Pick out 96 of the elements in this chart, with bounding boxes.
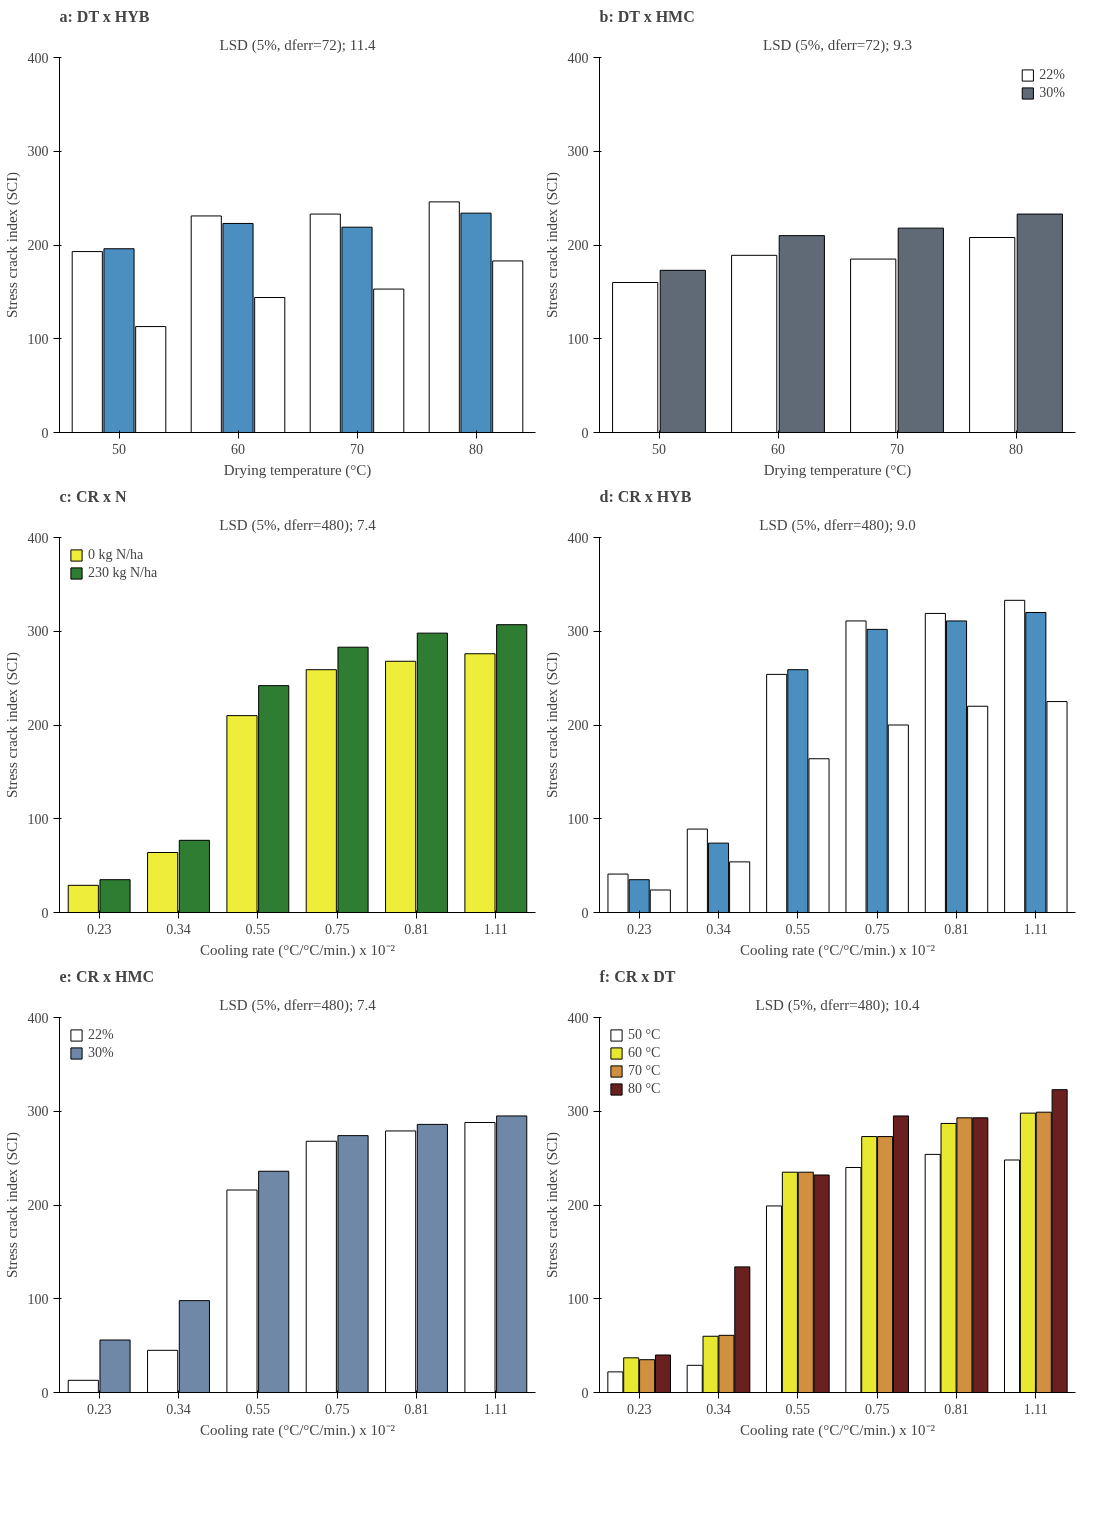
chart-subtitle: LSD (5%, dferr=480); 10.4 — [755, 996, 920, 1014]
chart-subtitle: LSD (5%, dferr=72); 11.4 — [219, 36, 376, 54]
x-tick-label: 0.81 — [404, 1401, 429, 1417]
x-tick-label: 0.34 — [166, 1401, 191, 1417]
x-tick-label: 0.75 — [324, 921, 350, 937]
chart-title: f: CR x DT — [599, 967, 676, 985]
x-tick-label: 80 — [1009, 441, 1023, 457]
chart-subtitle: LSD (5%, dferr=480); 7.4 — [219, 996, 377, 1014]
x-tick-label: 50 — [112, 441, 126, 457]
y-tick-label: 100 — [27, 331, 49, 347]
x-axis-title: Drying temperature (°C) — [763, 461, 912, 479]
x-tick-label: 0.55 — [785, 921, 811, 937]
chart-title: b: DT x HMC — [599, 7, 695, 25]
legend-label: 80 °C — [628, 1081, 661, 1097]
x-tick-label: 60 — [231, 441, 245, 457]
x-tick-label: 0.75 — [324, 1401, 350, 1417]
y-tick-label: 200 — [27, 1198, 49, 1213]
y-tick-label: 300 — [27, 1104, 49, 1120]
y-tick-label: 0 — [41, 425, 49, 441]
x-tick-label: 1.11 — [1023, 1401, 1048, 1417]
x-tick-label: 60 — [771, 441, 785, 457]
x-tick-label: 80 — [469, 441, 483, 457]
legend-label: 50 °C — [628, 1027, 661, 1043]
y-tick-label: 0 — [41, 1385, 49, 1401]
legend-label: 22% — [1039, 67, 1065, 83]
y-axis-title: Stress crack index (SCI) — [543, 1131, 561, 1279]
y-tick-label: 100 — [567, 1291, 589, 1307]
y-tick-label: 400 — [27, 1010, 49, 1026]
y-tick-label: 400 — [27, 530, 49, 546]
x-tick-label: 0.75 — [864, 921, 890, 937]
x-tick-label: 0.75 — [864, 1401, 890, 1417]
legend-label: 30% — [88, 1045, 114, 1061]
x-axis-title: Cooling rate (°C/°C/min.) x 10⁻² — [739, 941, 936, 959]
y-tick-label: 100 — [27, 1291, 49, 1307]
y-tick-label: 300 — [27, 144, 49, 160]
y-tick-label: 400 — [567, 530, 589, 546]
x-tick-label: 0.81 — [944, 921, 969, 937]
y-tick-label: 200 — [567, 1198, 589, 1213]
y-tick-label: 300 — [27, 624, 49, 640]
x-axis-title: Cooling rate (°C/°C/min.) x 10⁻² — [199, 1421, 396, 1439]
legend-label: 0 kg N/ha — [88, 547, 144, 563]
y-tick-label: 0 — [581, 1385, 589, 1401]
x-tick-label: 0.81 — [944, 1401, 969, 1417]
chart-title: e: CR x HMC — [59, 967, 155, 985]
y-axis-title: Stress crack index (SCI) — [3, 1131, 21, 1279]
x-tick-label: 1.11 — [483, 921, 508, 937]
y-tick-label: 400 — [567, 1010, 589, 1026]
x-tick-label: 0.23 — [86, 1401, 112, 1417]
y-axis-title: Stress crack index (SCI) — [543, 651, 561, 799]
y-tick-label: 300 — [567, 1104, 589, 1120]
y-tick-label: 100 — [27, 811, 49, 827]
x-tick-label: 70 — [350, 441, 364, 457]
legend-label: 60 °C — [628, 1045, 661, 1061]
x-tick-label: 0.23 — [86, 921, 112, 937]
y-tick-label: 200 — [27, 238, 49, 253]
x-tick-label: 1.11 — [483, 1401, 508, 1417]
x-axis-title: Drying temperature (°C) — [223, 461, 372, 479]
chart-subtitle: LSD (5%, dferr=480); 7.4 — [219, 516, 377, 534]
y-tick-label: 300 — [567, 624, 589, 640]
y-tick-label: 0 — [41, 905, 49, 921]
x-tick-label: 0.55 — [245, 1401, 271, 1417]
y-tick-label: 300 — [567, 144, 589, 160]
y-axis-title: Stress crack index (SCI) — [3, 171, 21, 319]
legend-label: 70 °C — [628, 1063, 661, 1079]
x-axis-title: Cooling rate (°C/°C/min.) x 10⁻² — [739, 1421, 936, 1439]
x-tick-label: 0.55 — [785, 1401, 811, 1417]
x-tick-label: 0.34 — [706, 1401, 731, 1417]
chart-title: c: CR x N — [59, 487, 128, 505]
x-tick-label: 0.23 — [626, 921, 652, 937]
x-tick-label: 0.34 — [706, 921, 731, 937]
x-tick-label: 1.11 — [1023, 921, 1048, 937]
y-tick-label: 100 — [567, 811, 589, 827]
x-tick-label: 0.55 — [245, 921, 271, 937]
legend-label: 22% — [88, 1027, 114, 1043]
x-tick-label: 70 — [890, 441, 904, 457]
y-tick-label: 200 — [567, 238, 589, 253]
y-axis-title: Stress crack index (SCI) — [3, 651, 21, 799]
chart-subtitle: LSD (5%, dferr=72); 9.3 — [763, 36, 912, 54]
y-tick-label: 200 — [27, 718, 49, 733]
legend-label: 30% — [1039, 85, 1065, 101]
y-axis-title: Stress crack index (SCI) — [543, 171, 561, 319]
y-tick-label: 200 — [567, 718, 589, 733]
chart-title: a: DT x HYB — [59, 7, 150, 25]
y-tick-label: 400 — [567, 50, 589, 66]
x-tick-label: 0.23 — [626, 1401, 652, 1417]
chart-title: d: CR x HYB — [599, 487, 692, 505]
y-tick-label: 0 — [581, 425, 589, 441]
y-tick-label: 100 — [567, 331, 589, 347]
x-axis-title: Cooling rate (°C/°C/min.) x 10⁻² — [199, 941, 396, 959]
y-tick-label: 0 — [581, 905, 589, 921]
legend-label: 230 kg N/ha — [88, 565, 158, 581]
x-tick-label: 0.34 — [166, 921, 191, 937]
y-tick-label: 400 — [27, 50, 49, 66]
x-tick-label: 0.81 — [404, 921, 429, 937]
x-tick-label: 50 — [652, 441, 666, 457]
chart-subtitle: LSD (5%, dferr=480); 9.0 — [759, 516, 916, 534]
